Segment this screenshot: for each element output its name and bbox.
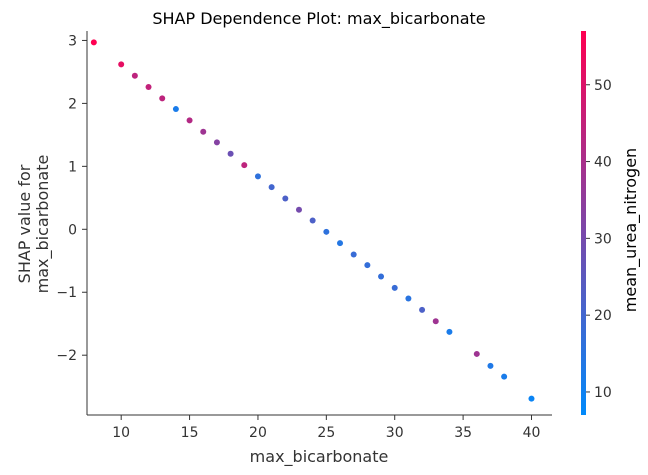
data-point <box>487 362 494 369</box>
plot-area: 10 15 20 25 30 35 40 −2 −1 0 1 2 3 <box>56 31 552 441</box>
y-axis-label-line-2: max_bicarbonate <box>33 155 53 294</box>
colorbar-tick-label: 30 <box>594 231 612 247</box>
data-point <box>419 306 426 313</box>
y-tick-label: −2 <box>56 348 77 364</box>
data-point <box>528 395 535 402</box>
y-tick-label: 2 <box>68 96 77 112</box>
colorbar-tick-label: 50 <box>594 78 612 94</box>
data-point <box>501 373 508 380</box>
data-point <box>90 39 97 46</box>
colorbar-gradient <box>581 31 586 415</box>
data-point <box>213 139 220 146</box>
chart-title: SHAP Dependence Plot: max_bicarbonate <box>152 9 485 29</box>
y-tick-label: −1 <box>56 285 77 301</box>
y-axis-label-line-1: SHAP value for <box>15 164 34 283</box>
y-ticks: −2 −1 0 1 2 3 <box>56 33 87 364</box>
x-axis-label: max_bicarbonate <box>250 447 389 467</box>
x-tick-label: 25 <box>317 425 335 441</box>
data-point <box>350 251 357 258</box>
scatter-points <box>90 39 535 402</box>
data-point <box>268 184 275 191</box>
x-tick-label: 10 <box>112 425 130 441</box>
data-point <box>323 228 330 235</box>
x-ticks: 10 15 20 25 30 35 40 <box>112 415 540 441</box>
x-tick-label: 15 <box>181 425 199 441</box>
y-axis-label: SHAP value for max_bicarbonate <box>15 155 53 294</box>
data-point <box>118 61 125 68</box>
data-point <box>432 318 439 325</box>
data-point <box>241 162 248 169</box>
x-tick-label: 40 <box>523 425 541 441</box>
data-point <box>282 195 289 202</box>
data-point <box>227 150 234 157</box>
y-tick-label: 0 <box>68 222 77 238</box>
data-point <box>473 350 480 357</box>
data-point <box>200 128 207 135</box>
data-point <box>337 240 344 247</box>
data-point <box>405 295 412 302</box>
data-point <box>391 284 398 291</box>
colorbar-ticks: 10 20 30 40 50 <box>586 78 612 401</box>
y-tick-label: 3 <box>68 33 77 49</box>
colorbar-tick-label: 40 <box>594 155 612 171</box>
data-point <box>378 273 385 280</box>
data-point <box>364 262 371 269</box>
x-tick-label: 20 <box>249 425 267 441</box>
x-tick-label: 35 <box>454 425 472 441</box>
data-point <box>309 217 316 224</box>
x-tick-label: 30 <box>386 425 404 441</box>
colorbar-label: mean_urea_nitrogen <box>621 148 641 312</box>
data-point <box>131 72 138 79</box>
colorbar-tick-label: 10 <box>594 385 612 401</box>
data-point <box>186 117 193 124</box>
data-point <box>295 206 302 213</box>
data-point <box>145 84 152 91</box>
data-point <box>172 106 179 113</box>
colorbar-tick-label: 20 <box>594 308 612 324</box>
data-point <box>446 328 453 335</box>
colorbar: 10 20 30 40 50 mean_urea_nitrogen <box>581 31 641 415</box>
data-point <box>254 173 261 180</box>
y-tick-label: 1 <box>68 159 77 175</box>
data-point <box>159 95 166 102</box>
